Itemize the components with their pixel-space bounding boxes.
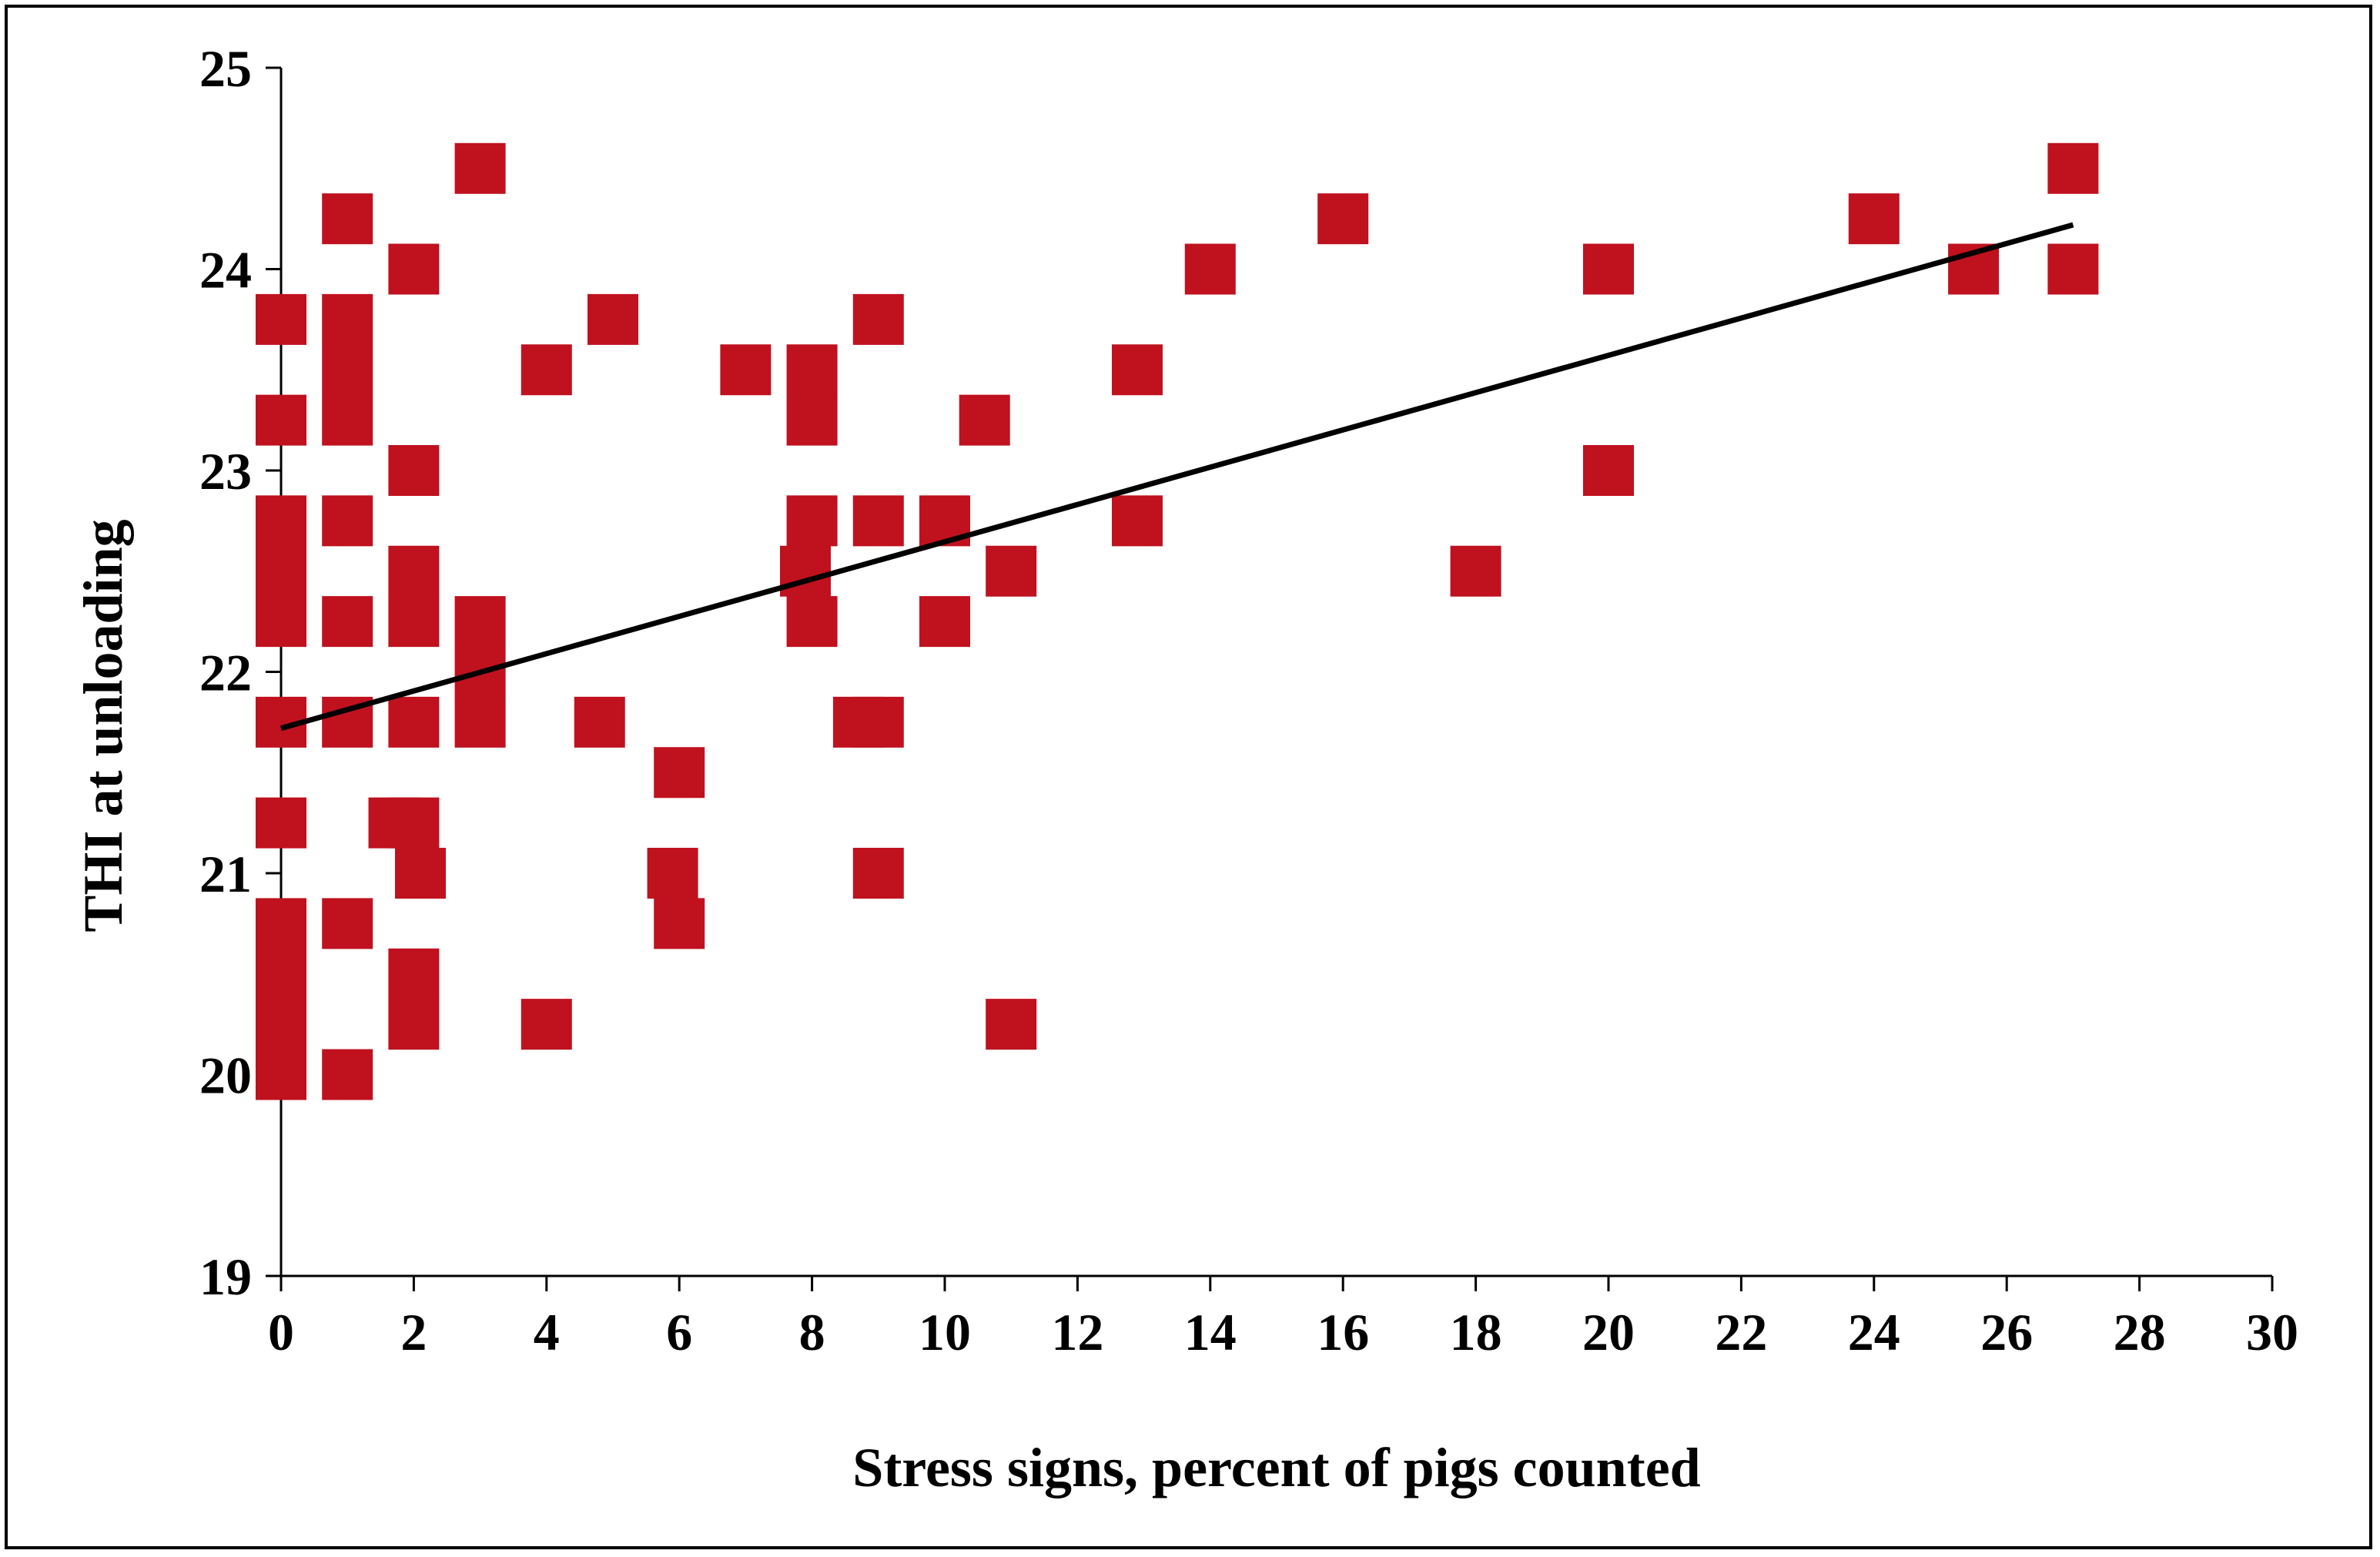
data-point bbox=[388, 545, 440, 597]
data-point bbox=[256, 999, 306, 1050]
data-point bbox=[256, 394, 306, 446]
data-point bbox=[986, 545, 1037, 597]
data-point bbox=[322, 1049, 373, 1100]
data-point bbox=[786, 495, 838, 547]
data-point bbox=[256, 545, 306, 597]
x-tick-label: 10 bbox=[919, 1303, 971, 1361]
x-tick-label: 0 bbox=[268, 1303, 294, 1361]
data-point bbox=[720, 344, 772, 396]
y-tick-label: 23 bbox=[199, 442, 252, 501]
data-point bbox=[388, 948, 440, 999]
data-point bbox=[322, 344, 373, 396]
x-tick-label: 30 bbox=[2246, 1303, 2298, 1361]
data-point bbox=[322, 495, 373, 547]
data-point bbox=[574, 696, 625, 748]
data-point bbox=[322, 394, 373, 446]
data-points bbox=[256, 142, 2099, 1100]
x-tick-label: 12 bbox=[1051, 1303, 1103, 1361]
data-point bbox=[1111, 495, 1163, 547]
x-tick-label: 20 bbox=[1582, 1303, 1635, 1361]
data-point bbox=[256, 948, 306, 999]
trendline bbox=[280, 222, 2074, 732]
x-tick-label: 2 bbox=[400, 1303, 427, 1361]
data-point bbox=[256, 596, 306, 648]
data-point bbox=[256, 898, 306, 949]
x-tick-label: 22 bbox=[1715, 1303, 1767, 1361]
x-tick-label: 16 bbox=[1317, 1303, 1369, 1361]
figure-frame: 19 20 21 22 23 24 25 0 2 4 6 8 10 12 14 16 18 20 22 24 26 28 3… bbox=[5, 5, 2372, 1549]
x-tick-label: 6 bbox=[666, 1303, 692, 1361]
data-point bbox=[786, 344, 838, 396]
data-point bbox=[454, 596, 506, 648]
y-axis-title: THI at unloading bbox=[72, 519, 134, 932]
data-point bbox=[852, 495, 904, 547]
data-point bbox=[587, 293, 638, 345]
data-point bbox=[388, 797, 440, 849]
data-point bbox=[1583, 243, 1634, 295]
data-point bbox=[1111, 344, 1163, 396]
y-tick-label: 22 bbox=[199, 644, 252, 702]
data-point bbox=[852, 848, 904, 899]
x-tick-label: 28 bbox=[2114, 1303, 2166, 1361]
data-point bbox=[986, 999, 1037, 1050]
data-point bbox=[1848, 193, 1900, 245]
data-point bbox=[779, 545, 831, 597]
data-point bbox=[521, 999, 572, 1050]
data-point bbox=[654, 898, 705, 949]
data-point bbox=[454, 696, 506, 748]
data-point bbox=[388, 243, 440, 295]
x-tick-label: 14 bbox=[1184, 1303, 1237, 1361]
data-point bbox=[322, 193, 373, 245]
x-tick-label: 26 bbox=[1980, 1303, 2033, 1361]
data-point bbox=[256, 797, 306, 849]
y-tick-label: 25 bbox=[199, 39, 252, 98]
data-point bbox=[647, 848, 698, 899]
trendline-group bbox=[280, 222, 2074, 732]
data-point bbox=[1450, 545, 1501, 597]
y-tick-label: 21 bbox=[199, 845, 252, 903]
data-point bbox=[1317, 193, 1369, 245]
data-point bbox=[852, 696, 904, 748]
y-tick-label: 24 bbox=[199, 241, 252, 300]
x-tick-label: 24 bbox=[1848, 1303, 1900, 1361]
data-point bbox=[654, 747, 705, 799]
x-tick-label: 8 bbox=[799, 1303, 825, 1361]
data-point bbox=[1583, 445, 1634, 496]
data-point bbox=[2047, 243, 2099, 295]
data-point bbox=[388, 696, 440, 748]
data-point bbox=[256, 1049, 306, 1100]
data-point bbox=[322, 293, 373, 345]
data-point bbox=[786, 596, 838, 648]
y-tick-label: 19 bbox=[199, 1247, 252, 1306]
data-point bbox=[388, 596, 440, 648]
data-point bbox=[959, 394, 1010, 446]
data-point bbox=[256, 495, 306, 547]
x-axis-title: Stress signs, percent of pigs counted bbox=[852, 1437, 1700, 1498]
data-point bbox=[521, 344, 572, 396]
data-point bbox=[395, 848, 447, 899]
data-point bbox=[256, 293, 306, 345]
data-point bbox=[454, 142, 506, 194]
data-point bbox=[852, 293, 904, 345]
x-tick-label: 4 bbox=[534, 1303, 560, 1361]
y-tick-label: 20 bbox=[199, 1046, 252, 1105]
data-point bbox=[2047, 142, 2099, 194]
data-point bbox=[388, 445, 440, 496]
data-point bbox=[322, 898, 373, 949]
data-point bbox=[786, 394, 838, 446]
data-point bbox=[388, 999, 440, 1050]
x-tick-label: 18 bbox=[1450, 1303, 1502, 1361]
data-point bbox=[322, 596, 373, 648]
data-point bbox=[919, 596, 970, 648]
data-point bbox=[1184, 243, 1236, 295]
